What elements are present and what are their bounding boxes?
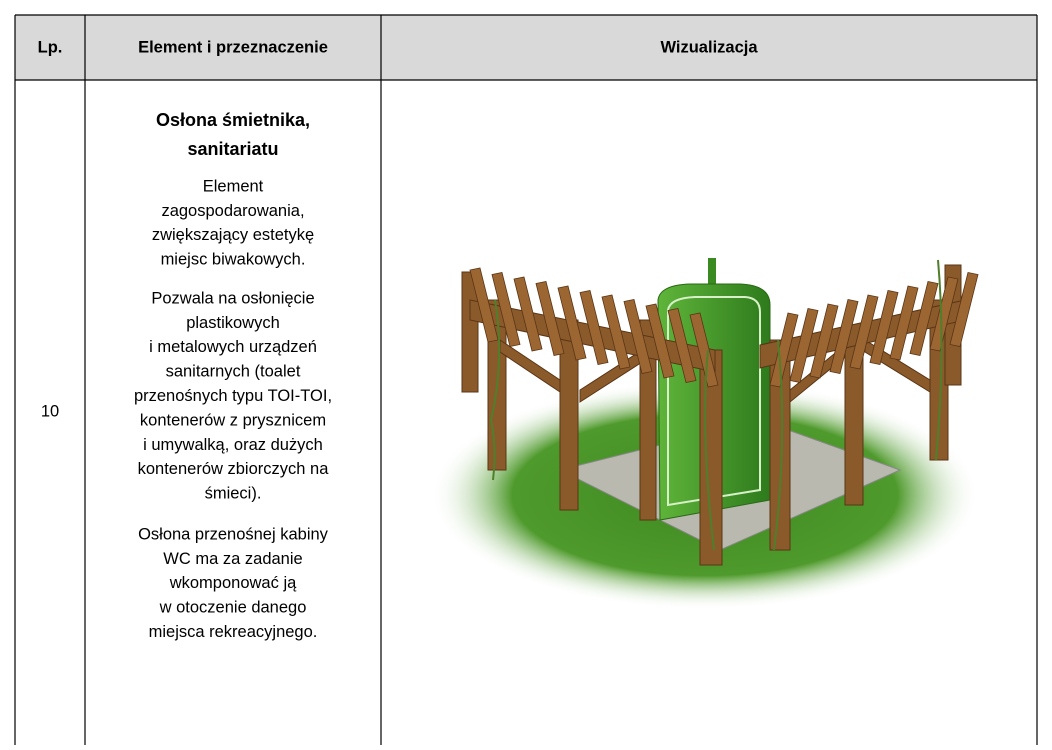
description-line: i metalowych urządzeń: [149, 338, 317, 356]
description-line: Pozwala na osłonięcie: [151, 289, 314, 307]
slat: [601, 294, 631, 370]
slat: [667, 308, 697, 383]
header-cell: Lp.: [38, 38, 63, 56]
slat: [535, 281, 565, 356]
slat: [579, 290, 609, 365]
slat: [789, 308, 819, 383]
element-title: Osłona śmietnika,: [156, 110, 310, 130]
description-line: plastikowych: [186, 314, 280, 332]
slat: [929, 276, 959, 352]
header-cell: Element i przeznaczenie: [138, 38, 328, 56]
description-line: i umywalką, oraz dużych: [143, 436, 323, 454]
slat: [491, 272, 521, 347]
description-line: wkomponować ją: [169, 574, 297, 592]
slat: [829, 299, 859, 374]
description-line: sanitarnych (toalet: [166, 363, 301, 381]
slat: [869, 290, 899, 365]
slat: [949, 272, 979, 347]
header-background: [15, 15, 1037, 80]
description-line: kontenerów z prysznicem: [140, 411, 326, 429]
slat: [513, 276, 543, 352]
slat: [889, 285, 919, 361]
element-title: sanitariatu: [187, 139, 278, 159]
slat: [623, 299, 653, 374]
slat: [769, 312, 799, 388]
description-line: Osłona przenośnej kabiny: [138, 525, 329, 543]
description-line: śmieci).: [205, 485, 262, 503]
slat: [689, 312, 719, 388]
header-cell: Wizualizacja: [660, 38, 758, 56]
description-line: przenośnych typu TOI-TOI,: [134, 387, 332, 405]
slat: [557, 285, 587, 361]
description-line: WC ma za zadanie: [163, 550, 302, 568]
slat: [909, 281, 939, 356]
description-line: miejsc biwakowych.: [161, 251, 306, 269]
description-line: kontenerów zbiorczych na: [138, 460, 330, 478]
slat: [809, 303, 839, 379]
table-borders: [14, 14, 1038, 745]
description-line: miejsca rekreacyjnego.: [149, 623, 318, 641]
row-number: 10: [41, 402, 59, 420]
description-line: w otoczenie danego: [159, 599, 307, 617]
visualization: [430, 258, 980, 610]
slat: [849, 294, 879, 370]
description-line: zwiększający estetykę: [152, 226, 314, 244]
description-line: zagospodarowania,: [161, 202, 304, 220]
description-line: Element: [203, 177, 264, 195]
slat: [645, 303, 675, 379]
description: Element zagospodarowania, zwiększający est…: [134, 177, 332, 641]
